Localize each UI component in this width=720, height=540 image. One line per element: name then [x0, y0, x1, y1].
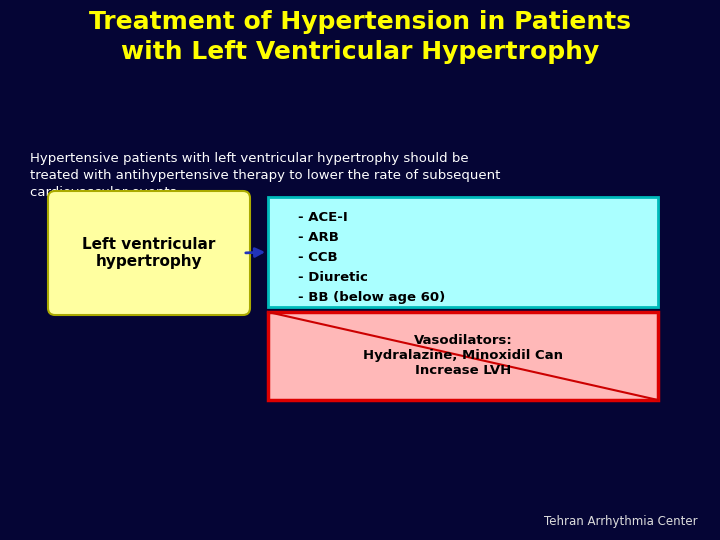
Text: - Diuretic: - Diuretic — [298, 271, 368, 284]
Text: - ARB: - ARB — [298, 231, 339, 244]
FancyBboxPatch shape — [48, 191, 250, 315]
Text: Tehran Arrhythmia Center: Tehran Arrhythmia Center — [544, 515, 698, 528]
Text: - BB (below age 60): - BB (below age 60) — [298, 291, 445, 304]
Text: - ACE-I: - ACE-I — [298, 211, 348, 224]
Text: Treatment of Hypertension in Patients
with Left Ventricular Hypertrophy: Treatment of Hypertension in Patients wi… — [89, 10, 631, 64]
Text: Vasodilators:
Hydralazine, Minoxidil Can
Increase LVH: Vasodilators: Hydralazine, Minoxidil Can… — [363, 334, 563, 377]
FancyArrowPatch shape — [246, 248, 262, 256]
FancyBboxPatch shape — [268, 312, 658, 400]
Text: Left ventricular
hypertrophy: Left ventricular hypertrophy — [82, 237, 216, 269]
Text: - CCB: - CCB — [298, 251, 338, 264]
Text: Hypertensive patients with left ventricular hypertrophy should be
treated with a: Hypertensive patients with left ventricu… — [30, 152, 500, 199]
FancyBboxPatch shape — [268, 197, 658, 307]
